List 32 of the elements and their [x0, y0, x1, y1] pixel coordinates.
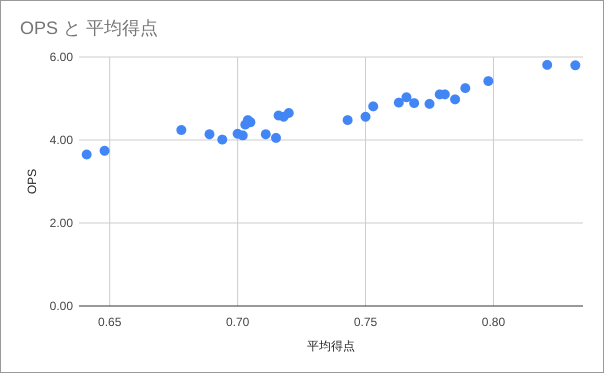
point: [176, 125, 186, 136]
point: [460, 83, 470, 94]
point: [483, 76, 494, 86]
y-tick-label: 4.00: [50, 133, 74, 147]
x-tick-label: 0.80: [482, 315, 506, 329]
point: [238, 130, 248, 140]
y-tick-label: 0.00: [50, 299, 74, 313]
point: [270, 132, 281, 143]
title: OPS と 平均得点: [20, 18, 158, 38]
x-tick-label: 0.65: [98, 315, 122, 329]
point: [360, 112, 371, 122]
x-tick-label: 0.75: [354, 315, 378, 329]
point: [260, 129, 271, 140]
point: [401, 92, 412, 102]
point: [450, 94, 460, 104]
y-axis-title: OPS: [25, 168, 39, 194]
point: [424, 98, 434, 109]
point: [217, 134, 228, 145]
x-tick-label: 0.70: [226, 315, 250, 329]
point: [409, 98, 420, 108]
point: [542, 60, 552, 70]
point: [82, 150, 92, 160]
point: [204, 129, 214, 140]
y-tick-label: 2.00: [50, 216, 74, 230]
y-tick-label: 6.00: [50, 50, 74, 64]
point: [342, 115, 353, 126]
point: [570, 60, 580, 70]
point: [284, 108, 294, 118]
point: [394, 98, 404, 108]
point: [368, 101, 378, 112]
x-axis-title: 平均得点: [307, 339, 355, 353]
point: [100, 146, 110, 156]
